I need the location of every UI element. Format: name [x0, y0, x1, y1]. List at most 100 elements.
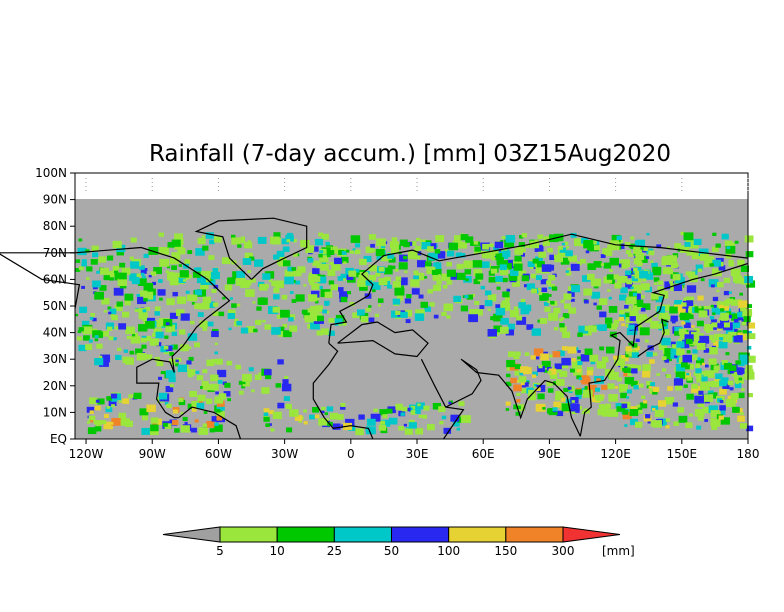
rain-cell	[630, 380, 638, 387]
rain-cell	[194, 303, 202, 310]
rain-cell	[626, 396, 630, 399]
lat-tick-label: EQ	[50, 432, 67, 446]
rain-cell	[509, 310, 519, 318]
rain-cell	[691, 385, 700, 393]
rain-cell	[349, 302, 355, 307]
rain-cell	[474, 309, 483, 316]
rain-cell	[741, 388, 745, 392]
rain-cell	[516, 404, 526, 411]
rain-cell	[442, 284, 448, 289]
rain-cell	[231, 237, 241, 245]
rain-cell	[447, 250, 455, 257]
rain-cell	[378, 424, 387, 431]
rain-cell	[681, 302, 687, 307]
rain-cell	[728, 259, 734, 264]
rain-cell	[661, 368, 667, 372]
rain-cell	[578, 377, 583, 381]
rain-cell	[321, 410, 325, 414]
rain-cell	[548, 249, 552, 253]
rain-cell	[473, 269, 483, 277]
rain-cell	[229, 297, 233, 300]
map-top-blank	[75, 173, 748, 199]
rain-cell	[624, 377, 635, 385]
rain-cell	[506, 288, 511, 292]
rain-cell	[202, 296, 211, 304]
rain-cell	[567, 386, 572, 390]
rain-cell	[596, 378, 601, 382]
rain-cell	[455, 252, 463, 258]
rain-cell	[133, 392, 142, 400]
rain-cell	[582, 275, 591, 282]
rain-cell	[718, 304, 724, 309]
rain-cell	[441, 311, 447, 317]
rain-cell	[317, 276, 327, 284]
rain-cell	[273, 254, 280, 260]
rain-cell	[614, 324, 619, 328]
rain-cell	[619, 294, 627, 301]
rain-cell	[411, 288, 420, 295]
rain-cell	[635, 324, 643, 331]
rain-cell	[499, 326, 509, 334]
rain-cell	[495, 253, 504, 261]
rain-cell	[307, 258, 314, 263]
rain-cell	[710, 418, 721, 426]
rain-cell	[252, 301, 256, 304]
lat-tick-label: 40N	[43, 326, 67, 340]
rain-cell	[637, 409, 643, 414]
rain-cell	[576, 261, 582, 266]
rain-cell	[627, 372, 633, 377]
rain-cell	[523, 276, 529, 281]
rain-cell	[706, 381, 714, 387]
rain-cell	[258, 297, 268, 305]
rain-cell	[166, 265, 171, 269]
rain-cell	[158, 279, 163, 283]
rain-cell	[441, 415, 447, 420]
rain-cell	[273, 232, 281, 238]
rain-cell	[609, 269, 613, 272]
rain-cell	[166, 403, 172, 409]
rain-cell	[236, 303, 241, 307]
rain-cell	[739, 292, 743, 296]
rain-cell	[154, 311, 160, 316]
rain-cell	[191, 400, 199, 407]
rain-cell	[77, 330, 82, 334]
rain-cell	[101, 330, 109, 337]
rain-cell	[616, 235, 622, 241]
rain-cell	[206, 421, 215, 428]
rain-cell	[513, 263, 523, 271]
lon-tick-label: 150E	[667, 447, 698, 461]
rain-cell	[642, 364, 651, 371]
rain-cell	[390, 265, 396, 270]
rain-cell	[661, 337, 671, 346]
rain-cell	[158, 392, 168, 400]
rain-cell	[180, 344, 189, 352]
rain-cell	[656, 306, 666, 313]
rain-cell	[401, 406, 408, 412]
rain-cell	[130, 335, 141, 344]
coastline	[0, 246, 231, 419]
rain-cell	[395, 403, 403, 410]
rain-cell	[172, 272, 181, 280]
rain-cell	[340, 256, 349, 263]
rain-cell	[571, 358, 576, 362]
rain-cell	[309, 414, 315, 420]
rain-cell	[658, 343, 667, 351]
rain-cell	[216, 415, 223, 421]
rain-cell	[549, 354, 554, 358]
rain-cell	[169, 256, 180, 265]
colorbar-high-arrow	[562, 526, 621, 543]
coastline	[178, 406, 242, 440]
rain-cell	[690, 331, 697, 337]
rain-cell	[665, 425, 670, 429]
rain-cell	[734, 328, 738, 332]
rain-cell	[392, 298, 401, 305]
rain-cell	[715, 243, 721, 248]
rain-cell	[725, 245, 736, 254]
rain-cell	[535, 403, 546, 412]
rain-cell	[593, 261, 602, 268]
rain-cell	[487, 329, 497, 337]
rain-cell	[145, 321, 155, 329]
rain-cell	[584, 325, 592, 331]
rain-cell	[143, 298, 148, 302]
rain-cell	[536, 384, 546, 392]
